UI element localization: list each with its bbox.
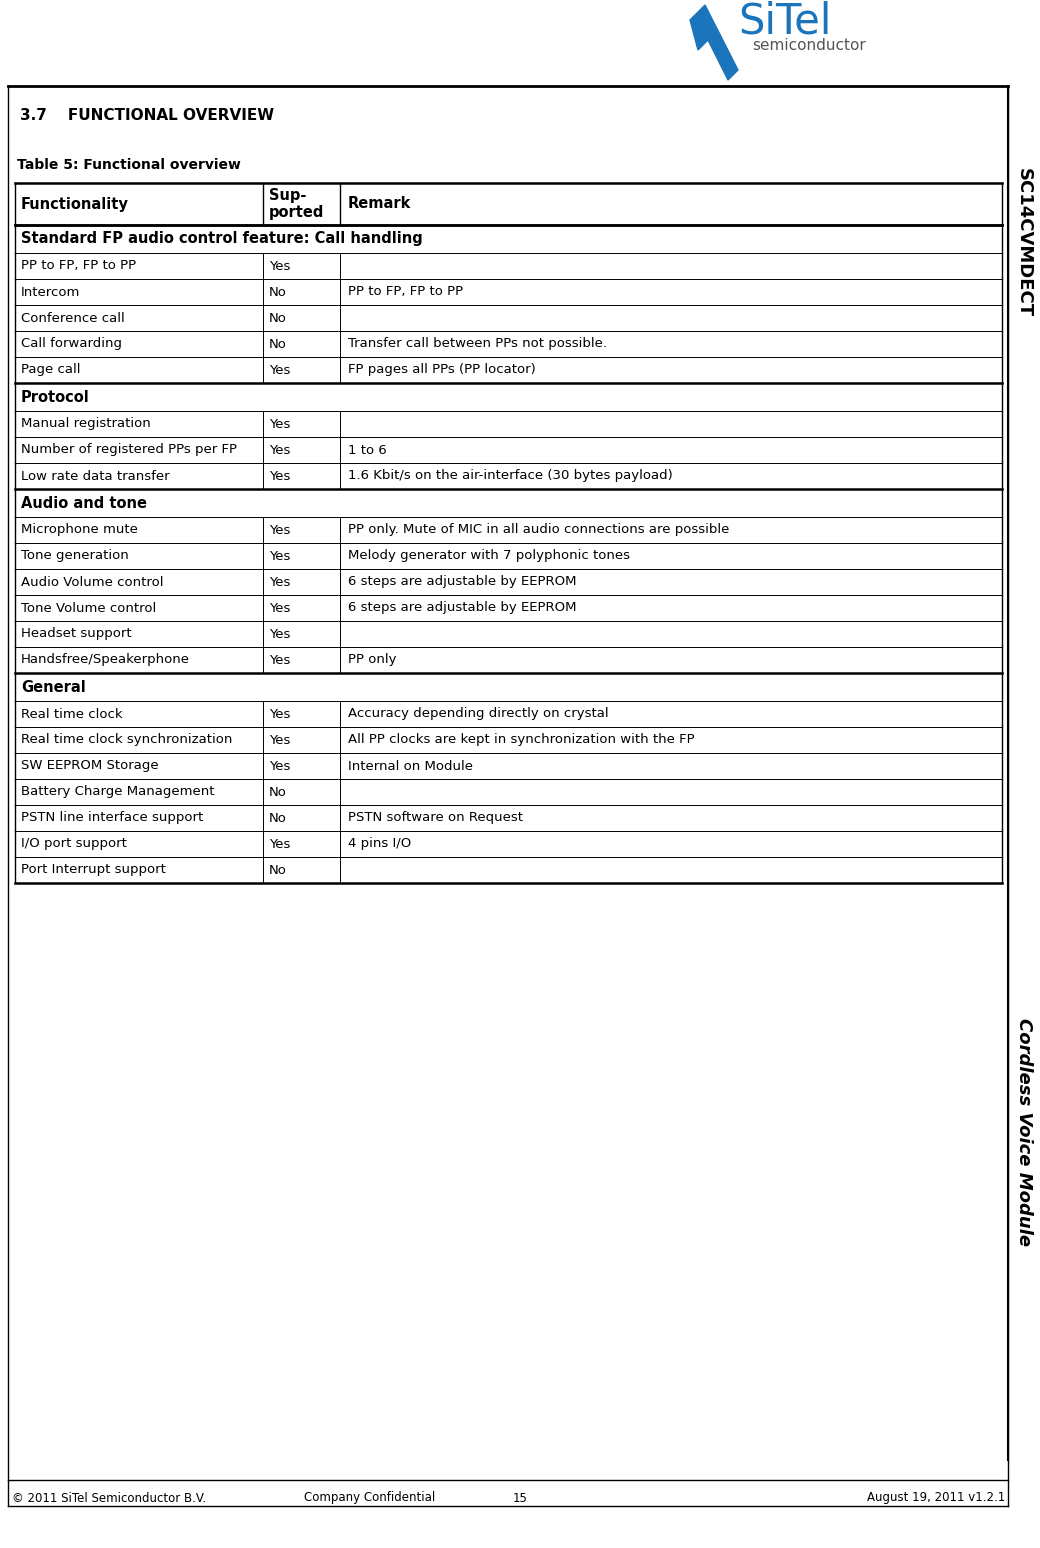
Text: PSTN line interface support: PSTN line interface support: [21, 811, 203, 825]
Text: PP to FP, FP to PP: PP to FP, FP to PP: [348, 285, 463, 299]
Text: No: No: [269, 285, 287, 299]
Text: Manual registration: Manual registration: [21, 418, 151, 430]
Text: Handsfree/Speakerphone: Handsfree/Speakerphone: [21, 653, 190, 667]
Text: No: No: [269, 337, 287, 350]
Text: Yes: Yes: [269, 707, 290, 720]
Text: SC14CVMDECT: SC14CVMDECT: [1015, 169, 1033, 317]
Text: Yes: Yes: [269, 576, 290, 588]
Text: Yes: Yes: [269, 602, 290, 615]
Text: Port Interrupt support: Port Interrupt support: [21, 864, 165, 876]
Text: Tone Volume control: Tone Volume control: [21, 602, 156, 615]
Text: No: No: [269, 311, 287, 325]
Text: Low rate data transfer: Low rate data transfer: [21, 469, 170, 483]
Text: Headset support: Headset support: [21, 627, 132, 641]
Text: Call forwarding: Call forwarding: [21, 337, 122, 350]
Text: Intercom: Intercom: [21, 285, 80, 299]
Text: Audio Volume control: Audio Volume control: [21, 576, 163, 588]
Text: Cordless Voice Module: Cordless Voice Module: [1015, 1019, 1033, 1246]
Text: Yes: Yes: [269, 523, 290, 537]
Text: Yes: Yes: [269, 443, 290, 457]
Text: SiTel: SiTel: [738, 2, 831, 43]
Text: 1 to 6: 1 to 6: [348, 443, 387, 457]
Text: Yes: Yes: [269, 418, 290, 430]
Text: 1.6 Kbit/s on the air-interface (30 bytes payload): 1.6 Kbit/s on the air-interface (30 byte…: [348, 469, 673, 483]
Text: Internal on Module: Internal on Module: [348, 760, 473, 772]
Text: 3.7    FUNCTIONAL OVERVIEW: 3.7 FUNCTIONAL OVERVIEW: [20, 108, 275, 122]
Text: General: General: [21, 680, 85, 695]
Text: Real time clock synchronization: Real time clock synchronization: [21, 734, 232, 746]
Text: Remark: Remark: [348, 197, 412, 212]
Text: semiconductor: semiconductor: [752, 37, 865, 53]
Text: No: No: [269, 864, 287, 876]
Text: 6 steps are adjustable by EEPROM: 6 steps are adjustable by EEPROM: [348, 602, 576, 615]
Text: PP only: PP only: [348, 653, 396, 667]
Text: Battery Charge Management: Battery Charge Management: [21, 785, 214, 799]
Polygon shape: [690, 5, 738, 80]
Text: Yes: Yes: [269, 734, 290, 746]
Text: Audio and tone: Audio and tone: [21, 495, 147, 511]
Text: Yes: Yes: [269, 364, 290, 376]
Text: PP only. Mute of MIC in all audio connections are possible: PP only. Mute of MIC in all audio connec…: [348, 523, 729, 537]
Text: Page call: Page call: [21, 364, 80, 376]
Text: Yes: Yes: [269, 550, 290, 562]
Text: Accuracy depending directly on crystal: Accuracy depending directly on crystal: [348, 707, 608, 720]
Text: Melody generator with 7 polyphonic tones: Melody generator with 7 polyphonic tones: [348, 550, 630, 562]
Text: Standard FP audio control feature: Call handling: Standard FP audio control feature: Call …: [21, 232, 422, 246]
Text: 6 steps are adjustable by EEPROM: 6 steps are adjustable by EEPROM: [348, 576, 576, 588]
Text: No: No: [269, 811, 287, 825]
Text: Table 5: Functional overview: Table 5: Functional overview: [17, 158, 241, 172]
Text: Conference call: Conference call: [21, 311, 125, 325]
Text: Yes: Yes: [269, 260, 290, 272]
Text: Protocol: Protocol: [21, 390, 89, 404]
Text: 15: 15: [513, 1492, 527, 1505]
Text: August 19, 2011 v1.2.1: August 19, 2011 v1.2.1: [866, 1492, 1005, 1505]
Text: Yes: Yes: [269, 627, 290, 641]
Text: Yes: Yes: [269, 469, 290, 483]
Text: No: No: [269, 785, 287, 799]
Text: Yes: Yes: [269, 837, 290, 850]
Text: Yes: Yes: [269, 760, 290, 772]
Text: Microphone mute: Microphone mute: [21, 523, 138, 537]
Text: Transfer call between PPs not possible.: Transfer call between PPs not possible.: [348, 337, 607, 350]
Text: FP pages all PPs (PP locator): FP pages all PPs (PP locator): [348, 364, 536, 376]
Text: Yes: Yes: [269, 653, 290, 667]
Text: PP to FP, FP to PP: PP to FP, FP to PP: [21, 260, 136, 272]
Text: PSTN software on Request: PSTN software on Request: [348, 811, 523, 825]
Text: 4 pins I/O: 4 pins I/O: [348, 837, 411, 850]
Text: Number of registered PPs per FP: Number of registered PPs per FP: [21, 443, 237, 457]
Text: © 2011 SiTel Semiconductor B.V.: © 2011 SiTel Semiconductor B.V.: [12, 1492, 206, 1505]
Text: Functionality: Functionality: [21, 197, 129, 212]
Text: All PP clocks are kept in synchronization with the FP: All PP clocks are kept in synchronizatio…: [348, 734, 695, 746]
Text: Company Confidential: Company Confidential: [305, 1492, 436, 1505]
Text: SW EEPROM Storage: SW EEPROM Storage: [21, 760, 159, 772]
Text: I/O port support: I/O port support: [21, 837, 127, 850]
Text: Sup-
ported: Sup- ported: [269, 187, 324, 220]
Text: Real time clock: Real time clock: [21, 707, 123, 720]
Text: Tone generation: Tone generation: [21, 550, 129, 562]
